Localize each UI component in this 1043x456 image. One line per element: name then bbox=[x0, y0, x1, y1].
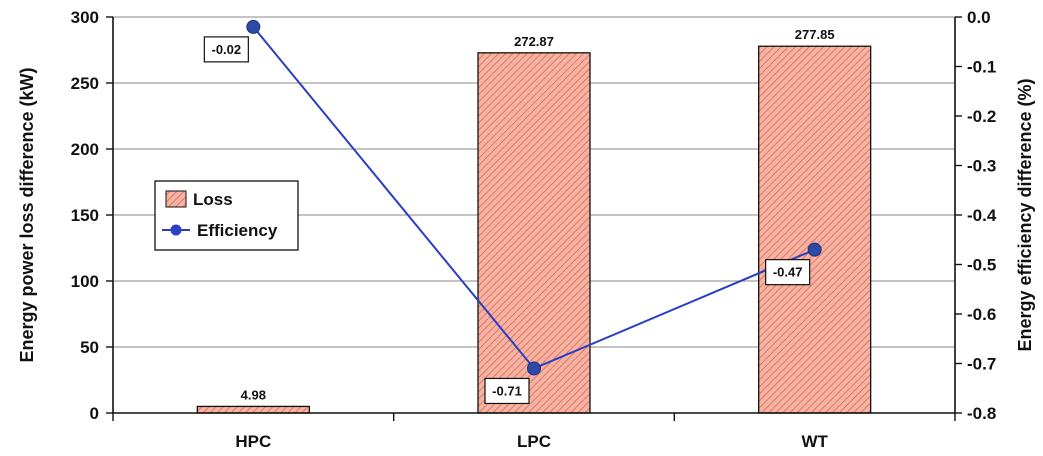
y2-tick-label: -0.2 bbox=[967, 107, 996, 126]
efficiency-label-hpc: -0.02 bbox=[212, 42, 242, 57]
efficiency-label-box bbox=[484, 377, 530, 405]
y2-tick-label: -0.7 bbox=[967, 355, 996, 374]
bar-lpc bbox=[477, 52, 591, 414]
y-tick-label: 100 bbox=[71, 272, 99, 291]
y2-tick-label: -0.3 bbox=[967, 157, 996, 176]
efficiency-point-hpc bbox=[246, 19, 261, 34]
legend-swatch-loss bbox=[165, 190, 187, 208]
y2-tick-label: -0.5 bbox=[967, 256, 996, 275]
x-tick-label-wt: WT bbox=[801, 432, 828, 451]
y-tick-label: 50 bbox=[80, 338, 99, 357]
efficiency-point-lpc bbox=[527, 361, 541, 376]
bar-label-wt: 277.85 bbox=[795, 27, 835, 42]
bar-label-hpc: 4.98 bbox=[241, 387, 266, 402]
bar-label-lpc: 272.87 bbox=[514, 34, 554, 49]
efficiency-label-box bbox=[203, 36, 249, 63]
y-tick-label: 200 bbox=[71, 140, 99, 159]
x-tick-label-lpc: LPC bbox=[517, 432, 551, 451]
legend-label-efficiency: Efficiency bbox=[197, 221, 278, 240]
axes: 0 50 100 150 200 250 300 0.0 -0.1 -0.2 -0.3 -0.4 -0.… bbox=[71, 8, 997, 451]
efficiency-label-wt: -0.47 bbox=[773, 265, 803, 280]
y2-tick-label: -0.1 bbox=[967, 58, 996, 77]
legend-marker-efficiency bbox=[170, 224, 182, 236]
legend-label-loss: Loss bbox=[193, 190, 233, 209]
y2-tick-label: 0.0 bbox=[967, 8, 991, 27]
y2-tick-label: -0.8 bbox=[967, 404, 996, 423]
efficiency-label-lpc: -0.71 bbox=[492, 383, 522, 398]
y-tick-label: 0 bbox=[90, 404, 99, 423]
y-tick-label: 250 bbox=[71, 74, 99, 93]
y-tick-label: 300 bbox=[71, 8, 99, 27]
efficiency-point-wt bbox=[807, 242, 822, 257]
line-series-efficiency bbox=[246, 19, 822, 376]
y-tick-label: 150 bbox=[71, 206, 99, 225]
bar-series-loss bbox=[196, 45, 872, 414]
y2-tick-label: -0.4 bbox=[967, 206, 997, 225]
data-labels: 4.98 272.87 277.85 -0.02 -0.71 -0.47 bbox=[203, 27, 835, 405]
legend: Loss Efficiency bbox=[154, 180, 299, 251]
y2-tick-label: -0.6 bbox=[967, 305, 996, 324]
y2-axis-title: Energy efficiency difference (%) bbox=[1015, 78, 1035, 351]
y-axis-title: Energy power loss difference (kW) bbox=[17, 67, 37, 362]
bar-hpc bbox=[196, 405, 310, 414]
x-tick-label-hpc: HPC bbox=[235, 432, 271, 451]
bar-wt bbox=[758, 45, 872, 414]
efficiency-label-box bbox=[765, 259, 811, 286]
